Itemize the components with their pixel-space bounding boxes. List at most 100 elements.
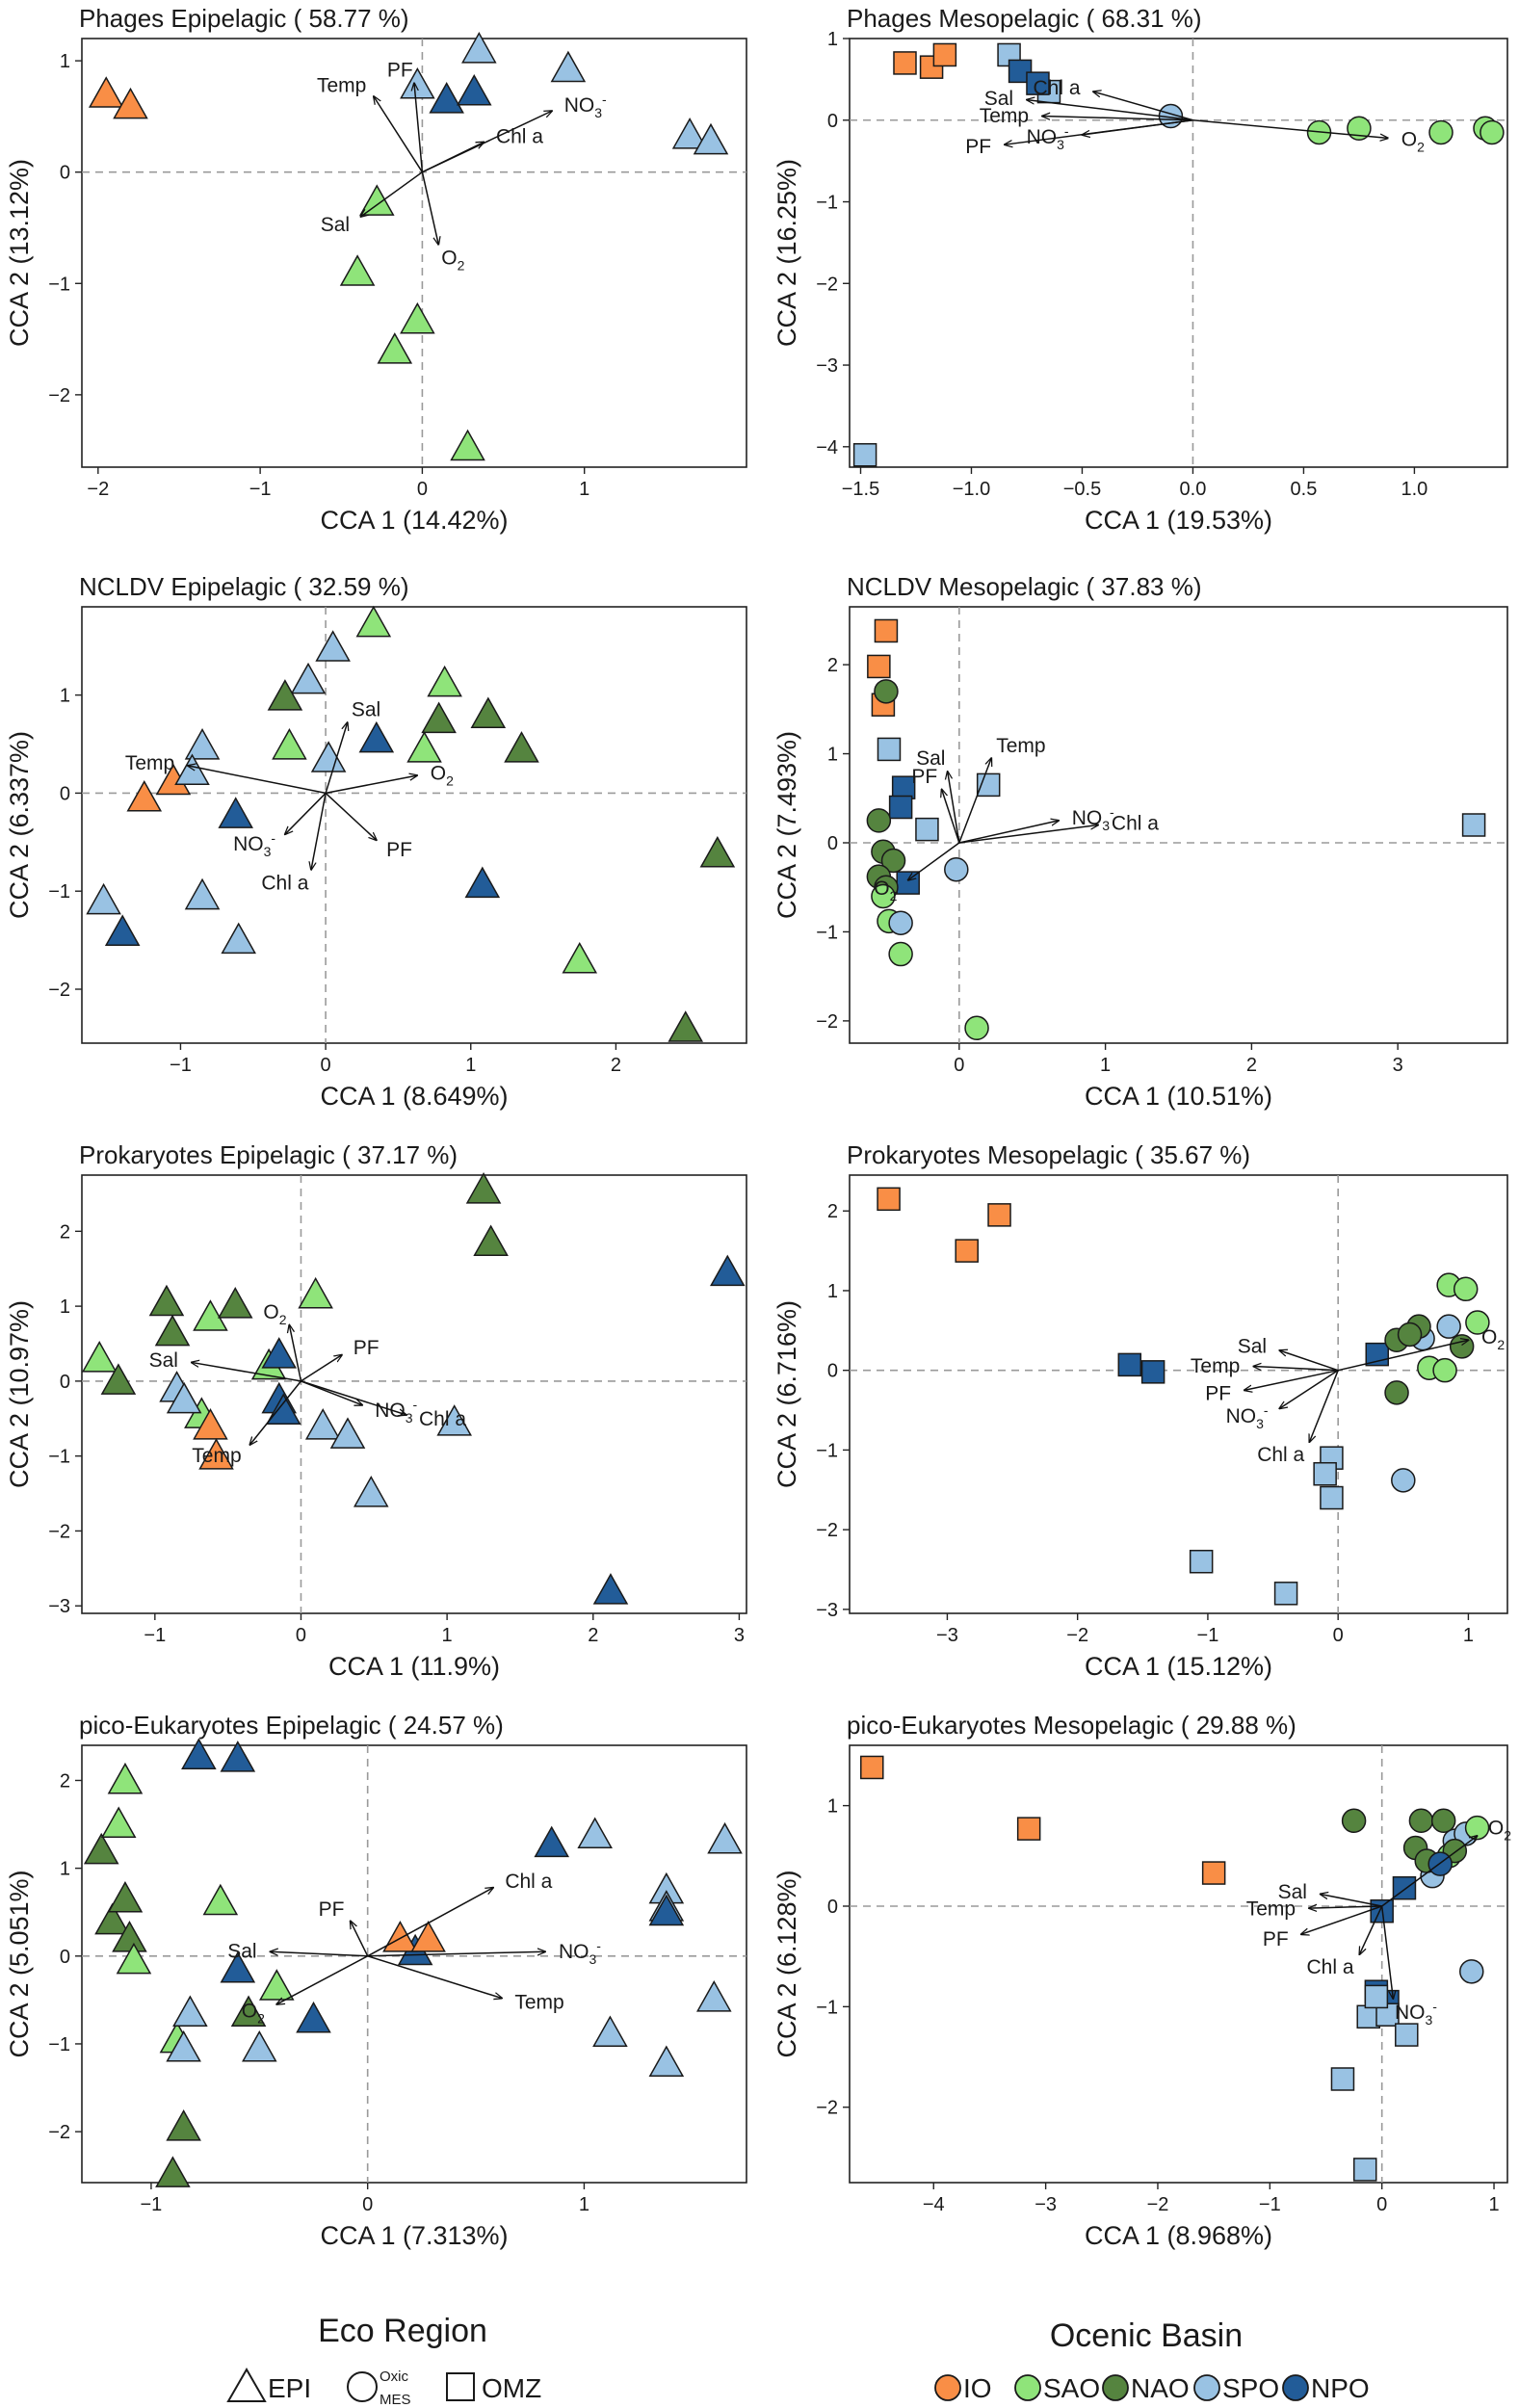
points — [852, 42, 1505, 467]
point-spo-tri — [436, 1404, 472, 1436]
vector-arrow — [1309, 1370, 1339, 1442]
plot-frame — [81, 1174, 747, 1614]
points — [866, 618, 1486, 1041]
vector-label: Sal — [916, 747, 945, 770]
point-sao-tri — [359, 184, 395, 216]
point-sao-tri — [116, 1942, 152, 1975]
y-axis-label: CCA 2 (13.12%) — [5, 159, 34, 347]
vector-arrow — [1359, 1905, 1383, 1954]
vector-arrow — [1338, 1340, 1468, 1372]
point-spo-sq — [1273, 1582, 1298, 1606]
panel-0: Phages Epipelagic ( 58.77 %) −2 −1 0 1 −2 −1 0 1… — [5, 4, 747, 535]
point-spo-tri — [577, 1817, 613, 1848]
point-spo-tri — [550, 50, 587, 83]
x-axis-label: CCA 1 (7.313%) — [320, 2221, 508, 2250]
point-spo-tri — [315, 630, 351, 662]
point-npo-tri — [592, 1573, 629, 1605]
y-axis-label: CCA 2 (6.128%) — [773, 1870, 801, 2057]
point-nao-tri — [217, 1287, 253, 1319]
panels: Phages Epipelagic ( 58.77 %) −2 −1 0 1 −2 −1 0 1… — [5, 4, 1511, 2250]
point-spo-circ — [1391, 1468, 1416, 1493]
panel-title: pico-Eukaryotes Epipelagic ( 24.57 %) — [79, 1711, 504, 1740]
y-tick-label: 0 — [60, 783, 70, 804]
point-spo-sq — [877, 737, 902, 762]
point-nao-tri — [470, 696, 507, 728]
point-spo-tri — [693, 122, 729, 155]
x-tick-label: −1 — [144, 1625, 166, 1646]
legend-item-label: SAO — [1043, 2373, 1100, 2403]
y-axis-label: CCA 2 (7.493%) — [773, 731, 801, 919]
vector-arrow — [942, 790, 960, 844]
points — [81, 1172, 746, 1605]
y-tick-label: −1 — [816, 193, 838, 214]
x-tick-label: 0 — [1333, 1625, 1344, 1646]
vector-label: PF — [386, 839, 412, 861]
point-sao-circ — [888, 941, 913, 967]
plot-frame — [81, 38, 747, 468]
x-tick-label: 0 — [362, 2194, 373, 2215]
vector-label: Chl a — [505, 1871, 552, 1893]
point-sao-tri — [377, 332, 413, 364]
point-nao-circ — [874, 679, 899, 704]
panel-title: Phages Mesopelagic ( 68.31 %) — [847, 4, 1202, 33]
x-tick-label: 0 — [296, 1625, 306, 1646]
x-tick-label: −1 — [170, 1055, 192, 1076]
x-tick-label: −4 — [923, 2194, 945, 2215]
point-nao-tri — [166, 2109, 201, 2141]
vector-label: Sal — [984, 88, 1013, 110]
point-npo-tri — [220, 1741, 256, 1772]
vector-label: Chl a — [1306, 1956, 1353, 1978]
y-tick-label: −1 — [816, 1997, 838, 2018]
y-tick-label: 1 — [60, 51, 70, 72]
point-sao-circ — [1453, 1276, 1479, 1302]
point-sao-tri — [81, 1341, 118, 1373]
point-nao-circ — [1408, 1808, 1434, 1834]
y-tick-label: −2 — [816, 2098, 838, 2119]
vector-arrow — [1309, 1906, 1382, 1908]
y-tick-label: −1 — [816, 922, 838, 943]
point-sao-circ — [1347, 116, 1372, 141]
point-nao-tri — [148, 1284, 185, 1317]
point-npo-tri — [220, 1950, 256, 1983]
legend-swatch-nao — [1102, 2374, 1129, 2401]
y-tick-label: −1 — [48, 1447, 70, 1468]
panel-title: Phages Epipelagic ( 58.77 %) — [79, 4, 409, 33]
panel-6: pico-Eukaryotes Epipelagic ( 24.57 %) −1 0… — [5, 1711, 747, 2250]
vector-arrow — [301, 1355, 341, 1382]
point-sao-circ — [1432, 1357, 1457, 1383]
vector-label: Chl a — [496, 125, 543, 147]
panel-title: Prokaryotes Mesopelagic ( 35.67 %) — [847, 1140, 1250, 1169]
vector-arrow — [374, 96, 424, 173]
point-spo-tri — [304, 1408, 341, 1440]
y-tick-label: 1 — [827, 1281, 838, 1302]
vector-label: Sal — [227, 1941, 256, 1963]
point-nao-circ — [880, 848, 906, 874]
point-io-sq — [1201, 1861, 1226, 1885]
x-tick-label: 0.5 — [1291, 479, 1318, 500]
y-tick-label: 0 — [60, 1947, 70, 1968]
point-npo-tri — [464, 866, 501, 899]
point-nao-tri — [230, 1995, 267, 2028]
legend-tri-icon — [226, 2367, 267, 2402]
point-sao-tri — [400, 301, 435, 334]
vector-arrow — [325, 775, 417, 795]
legend-item-label: NPO — [1311, 2373, 1370, 2403]
vector-label: PF — [354, 1337, 380, 1359]
point-npo-tri — [104, 914, 141, 946]
y-tick-label: −3 — [48, 1596, 70, 1617]
vector-arrow — [948, 772, 960, 844]
vector-label: Temp — [1191, 1355, 1240, 1377]
point-npo-sq — [1008, 59, 1033, 84]
vector-arrow — [421, 171, 438, 245]
legend-swatch-spo — [1193, 2374, 1220, 2401]
vector-label: Temp — [125, 752, 174, 774]
point-io-sq — [867, 654, 891, 679]
point-spo-tri — [184, 728, 221, 760]
point-nao-tri — [504, 731, 539, 763]
point-sao-tri — [450, 429, 485, 461]
y-axis-label: CCA 2 (10.97%) — [5, 1300, 34, 1488]
